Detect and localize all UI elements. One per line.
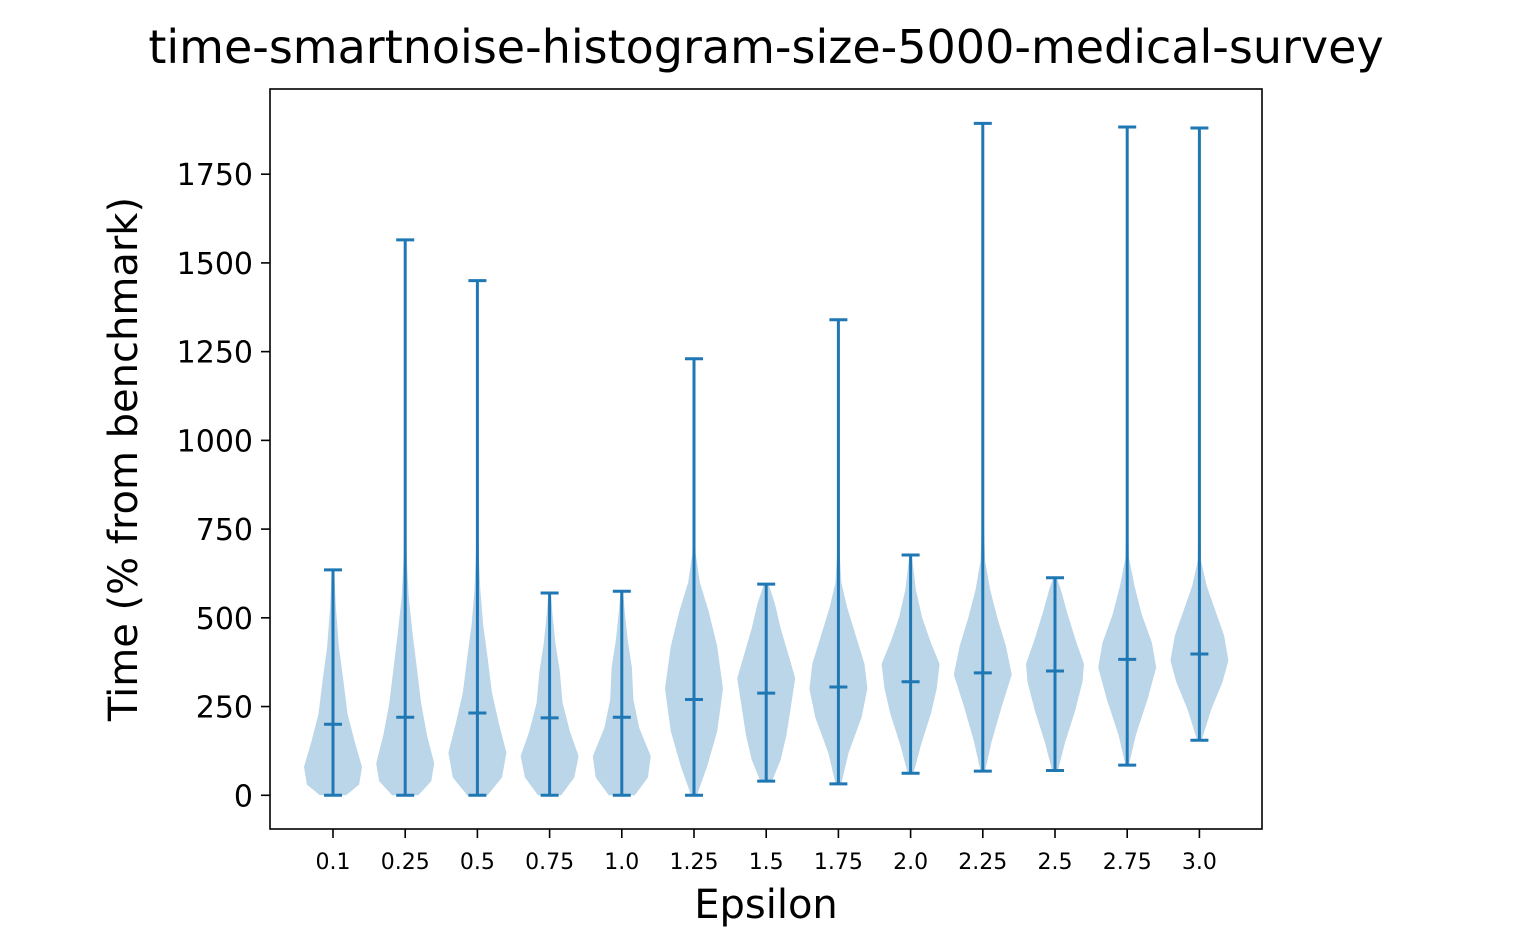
- x-tick-label: 0.75: [525, 850, 574, 875]
- y-tick-label: 1250: [177, 336, 253, 371]
- y-axis-label: Time (% from benchmark): [101, 197, 147, 722]
- y-tick-label: 1500: [177, 247, 253, 282]
- x-tick-label: 1.0: [604, 850, 639, 875]
- x-tick-label: 0.25: [381, 850, 430, 875]
- y-tick-label: 250: [196, 691, 253, 726]
- x-tick-label: 2.5: [1038, 850, 1073, 875]
- violin-whiskers: [324, 121, 1209, 797]
- x-tick-label: 1.25: [670, 850, 719, 875]
- x-tick-label: 0.5: [460, 850, 495, 875]
- y-tick-label: 750: [196, 513, 253, 548]
- x-tick-label: 1.5: [749, 850, 784, 875]
- x-tick-label: 3.0: [1182, 850, 1217, 875]
- y-axis: 0 250 500 750 1000 1250 1500 1750: [177, 158, 270, 814]
- y-tick-label: 500: [196, 602, 253, 637]
- x-axis-label: Epsilon: [694, 882, 838, 928]
- x-axis: 0.1 0.25 0.5 0.75 1.0 1.25 1.5 1.75 2.0 2.25 2.5 2.…: [316, 829, 1217, 875]
- y-tick-label: 1750: [177, 158, 253, 193]
- x-tick-label: 1.75: [814, 850, 863, 875]
- x-tick-label: 2.0: [893, 850, 928, 875]
- x-tick-label: 0.1: [316, 850, 351, 875]
- y-tick-label: 1000: [177, 424, 253, 459]
- chart-title: time-smartnoise-histogram-size-5000-medi…: [148, 20, 1383, 74]
- y-tick-label: 0: [234, 779, 253, 814]
- x-tick-label: 2.25: [958, 850, 1007, 875]
- x-tick-label: 2.75: [1103, 850, 1152, 875]
